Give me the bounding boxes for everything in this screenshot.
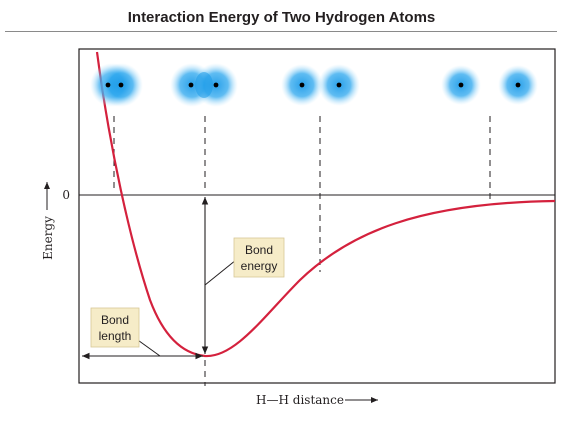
diagram-title: Interaction Energy of Two Hydrogen Atoms: [127, 9, 436, 26]
nucleus: [299, 82, 305, 88]
nucleus: [118, 82, 124, 88]
x-axis-label: H—H distance: [256, 393, 378, 407]
svg-text:Bond: Bond: [245, 243, 273, 257]
atom-pair-overlapping: [90, 63, 143, 107]
atom-pair-far-apart: [441, 65, 538, 105]
svg-text:H—H distance: H—H distance: [256, 393, 344, 407]
atom-pair-bonded: [170, 63, 238, 107]
svg-text:Bond: Bond: [101, 313, 129, 327]
nucleus: [515, 82, 521, 88]
svg-text:energy: energy: [241, 259, 278, 273]
svg-text:Energy: Energy: [41, 216, 55, 260]
bond-energy-leader: [204, 259, 237, 286]
nucleus: [213, 82, 219, 88]
nucleus: [188, 82, 194, 88]
nucleus: [105, 82, 111, 88]
shared-electron-density: [195, 72, 213, 98]
bond-energy-label: Bond energy: [233, 237, 285, 278]
y-zero-label: 0: [62, 188, 70, 202]
potential-energy-curve: [95, 51, 556, 358]
title-divider: [5, 31, 557, 32]
atom-pair-approaching: [281, 64, 360, 106]
bond-length-label: Bond length: [90, 307, 140, 348]
plot-frame: [78, 48, 556, 384]
dashed-guides: [113, 116, 491, 386]
nucleus: [336, 82, 342, 88]
svg-text:length: length: [99, 329, 132, 343]
nucleus: [458, 82, 464, 88]
y-axis-label: Energy: [41, 182, 55, 260]
